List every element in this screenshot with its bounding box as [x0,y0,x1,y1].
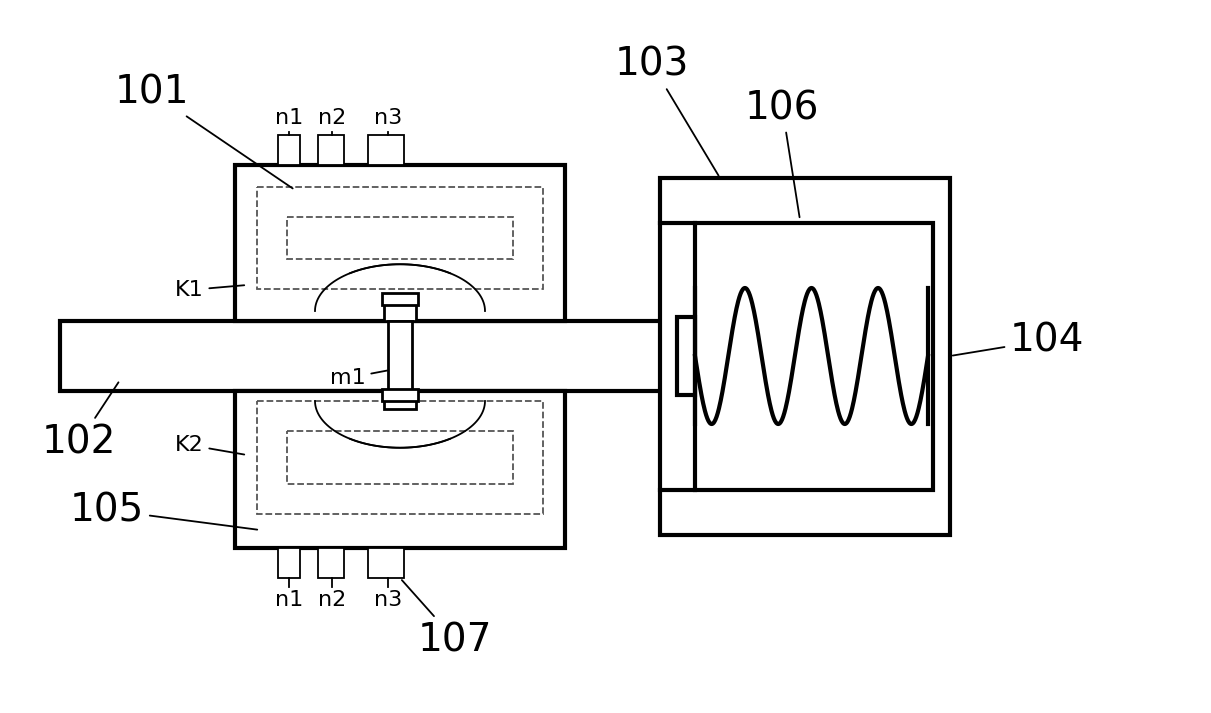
Bar [279,548,300,578]
Text: n1: n1 [275,108,303,128]
Bar [61,321,710,391]
Bar [318,135,344,165]
Text: n1: n1 [275,590,303,610]
Bar [368,135,404,165]
Bar [381,293,418,305]
Bar [235,391,566,548]
Bar [384,391,417,409]
Bar [695,223,932,490]
Bar [318,548,344,578]
Bar [257,187,543,289]
Bar [677,317,695,395]
Text: 107: 107 [402,580,493,659]
Text: K2: K2 [176,435,245,455]
Text: n2: n2 [317,590,346,610]
Text: 101: 101 [115,74,293,188]
Text: n3: n3 [374,590,402,610]
Bar [235,165,566,321]
Bar [279,135,300,165]
Text: 106: 106 [745,89,820,217]
Bar [287,431,513,484]
Text: 102: 102 [42,382,119,461]
Bar [660,178,949,535]
Text: n2: n2 [317,108,346,128]
Text: K1: K1 [176,280,245,300]
Bar [368,548,404,578]
Text: 104: 104 [953,321,1084,359]
Text: n3: n3 [374,108,402,128]
Bar [287,217,513,259]
Bar [257,401,543,514]
Bar [381,389,418,401]
Bar [384,303,417,321]
Text: 105: 105 [70,491,257,530]
Bar [388,321,412,391]
Text: 103: 103 [615,46,718,175]
Text: m1: m1 [331,368,388,388]
